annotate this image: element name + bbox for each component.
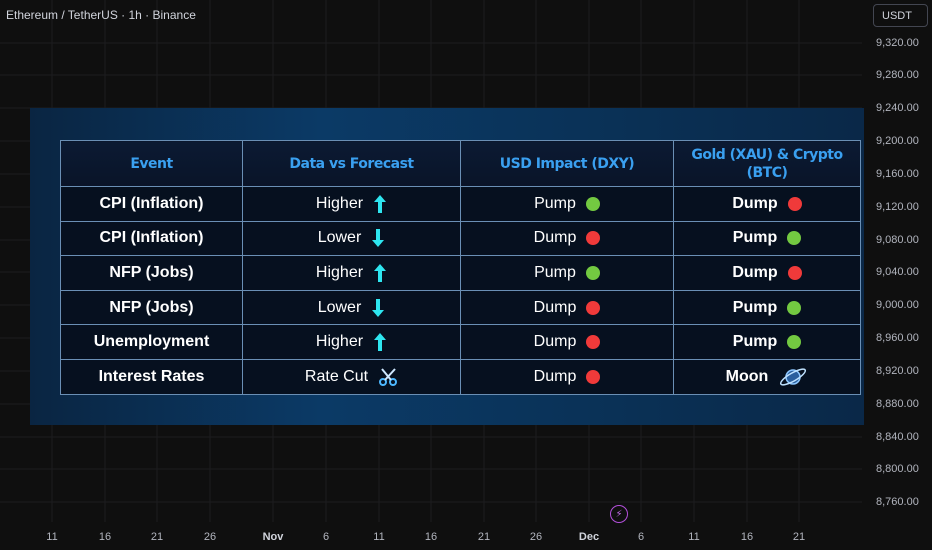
price-tick-label: 9,280.00 — [876, 69, 919, 81]
red-dot-icon — [586, 231, 601, 246]
usd-impact-cell: Pump — [460, 255, 674, 291]
time-tick-label: 11 — [46, 531, 58, 543]
price-tick-label: 9,120.00 — [876, 201, 919, 213]
red-dot-icon — [586, 335, 601, 350]
time-tick-label: 16 — [740, 531, 754, 543]
price-tick-label: 8,960.00 — [876, 332, 919, 344]
time-tick-label: 16 — [424, 531, 438, 543]
usd-impact-cell: Dump — [460, 358, 674, 395]
arrow-up-icon — [374, 333, 387, 352]
time-tick-label: 26 — [203, 531, 217, 543]
price-tick-label: 8,800.00 — [876, 463, 919, 475]
header-data-vs-forecast: Data vs Forecast — [242, 140, 461, 187]
price-tick-label: 8,880.00 — [876, 398, 919, 410]
gold-crypto-cell: Moon — [673, 358, 861, 395]
data-vs-forecast-cell: Higher — [242, 186, 461, 222]
data-vs-forecast-cell: Lower — [242, 220, 461, 257]
price-tick-label: 9,160.00 — [876, 168, 919, 180]
data-vs-forecast-cell: Lower — [242, 289, 461, 326]
time-tick-label: Dec — [578, 531, 600, 543]
event-cell: NFP (Jobs) — [60, 255, 243, 291]
header-gold-crypto: Gold (XAU) & Crypto (BTC) — [673, 140, 861, 187]
usd-impact-cell: Dump — [460, 220, 674, 257]
price-tick-label: 9,040.00 — [876, 266, 919, 278]
price-tick-label: 8,920.00 — [876, 365, 919, 377]
time-tick-label: 16 — [98, 531, 112, 543]
red-dot-icon — [586, 369, 601, 384]
red-dot-icon — [787, 196, 802, 211]
arrow-up-icon — [374, 194, 387, 213]
gold-crypto-cell: Pump — [673, 289, 861, 326]
time-tick-label: 6 — [322, 531, 330, 543]
gold-crypto-cell: Dump — [673, 255, 861, 291]
gold-crypto-cell: Dump — [673, 186, 861, 222]
price-tick-label: 9,240.00 — [876, 102, 919, 114]
time-tick-label: 6 — [637, 531, 645, 543]
price-tick-label: 9,080.00 — [876, 234, 919, 246]
usd-impact-cell: Pump — [460, 186, 674, 222]
time-tick-label: 21 — [477, 531, 491, 543]
green-dot-icon — [787, 231, 802, 246]
green-dot-icon — [585, 196, 600, 211]
time-tick-label: 11 — [373, 531, 385, 543]
event-cell: NFP (Jobs) — [60, 289, 243, 326]
green-dot-icon — [585, 265, 600, 280]
time-tick-label: 21 — [150, 531, 164, 543]
event-cell: CPI (Inflation) — [60, 186, 243, 222]
gold-crypto-cell: Pump — [673, 324, 861, 360]
usd-impact-cell: Dump — [460, 324, 674, 360]
time-tick-label: Nov — [262, 531, 284, 543]
time-tick-label: 21 — [792, 531, 806, 543]
table-row: Unemployment Higher Dump Pump — [60, 324, 861, 360]
green-dot-icon — [787, 300, 802, 315]
event-cell: Unemployment — [60, 324, 243, 360]
symbol-title[interactable]: Ethereum / TetherUS · 1h · Binance — [6, 8, 196, 22]
arrow-down-icon — [372, 229, 385, 248]
price-tick-label: 8,840.00 — [876, 431, 919, 443]
usd-impact-cell: Dump — [460, 289, 674, 326]
time-tick-label: 11 — [688, 531, 700, 543]
price-tick-label: 9,200.00 — [876, 135, 919, 147]
arrow-up-icon — [374, 263, 387, 282]
red-dot-icon — [787, 265, 802, 280]
table-row: NFP (Jobs) Higher Pump Dump — [60, 255, 861, 291]
data-vs-forecast-cell: Higher — [242, 324, 461, 360]
impact-table: Event Data vs Forecast USD Impact (DXY) … — [60, 140, 861, 395]
event-cell: CPI (Inflation) — [60, 220, 243, 257]
header-event: Event — [60, 140, 243, 187]
table-row: CPI (Inflation) Higher Pump Dump — [60, 186, 861, 222]
green-dot-icon — [787, 335, 802, 350]
price-tick-label: 8,760.00 — [876, 496, 919, 508]
arrow-down-icon — [372, 298, 385, 317]
gold-crypto-cell: Pump — [673, 220, 861, 257]
price-tick-label: 9,320.00 — [876, 37, 919, 49]
data-vs-forecast-cell: Rate Cut — [242, 358, 461, 395]
event-cell: Interest Rates — [60, 358, 243, 395]
red-dot-icon — [586, 300, 601, 315]
table-row: NFP (Jobs) Lower Dump Pump — [60, 289, 861, 326]
data-vs-forecast-cell: Higher — [242, 255, 461, 291]
price-tick-label: 9,000.00 — [876, 299, 919, 311]
table-row: Interest Rates Rate Cut Dump Moon — [60, 358, 861, 395]
table-row: CPI (Inflation) Lower Dump Pump — [60, 220, 861, 257]
header-usd-impact: USD Impact (DXY) — [460, 140, 674, 187]
lightning-icon[interactable]: ⚡ — [610, 505, 628, 523]
scissors-icon — [379, 368, 398, 386]
currency-button[interactable]: USDT — [873, 4, 928, 27]
planet-icon — [780, 368, 807, 386]
time-tick-label: 26 — [529, 531, 543, 543]
